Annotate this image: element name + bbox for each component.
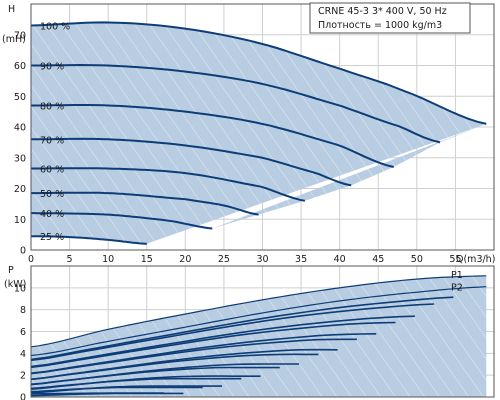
power-ytick-3: 6 [20,327,26,338]
power-operating-hatch [31,275,487,397]
power-ytick-1: 2 [20,371,26,382]
power-curve-p2 [30,286,487,357]
xtick-8: 40 [334,254,346,265]
head-curve-label-5: 50 % [40,189,64,200]
xtick-11: 55 [449,254,461,265]
power-band [31,275,487,397]
head-curve-label-1: 90 % [40,62,64,73]
power-y-axis-unit: (kW) [4,279,26,290]
xtick-7: 35 [295,254,307,265]
power-speed-curve-6 [30,375,261,390]
head-curve-label-4: 60 % [40,165,64,176]
head-envelope [31,22,487,244]
head-curve-6 [31,212,213,230]
head-ytick-0: 0 [20,246,26,257]
xtick-4: 20 [179,254,191,265]
power-curves [30,275,487,397]
power-speed-curve-4 [30,385,222,394]
power-ytick-2: 4 [20,349,26,360]
power-frame [30,265,495,398]
power-speed-curve-14 [30,315,415,368]
p1-label: P1 [451,270,463,281]
xtick-2: 10 [102,254,114,265]
head-curve-label-0: 100 % [40,22,70,33]
head-ytick-1: 10 [14,215,26,226]
head-curve-label-3: 70 % [40,135,64,146]
head-chart: 100 % 90 % 80 % 70 % 60 % 50 % 40 % 25 % 0 10 20 3… [2,2,495,265]
power-speed-curve-15 [30,303,435,362]
head-operating-hatch [31,22,487,244]
xtick-3: 15 [141,254,153,265]
power-ytick-4: 8 [20,305,26,316]
xtick-9: 45 [372,254,384,265]
head-curve-4 [31,167,306,202]
head-ytick-4: 40 [14,123,26,134]
head-y-axis-label: H [8,4,15,15]
power-chart: 0 2 4 6 8 10 P (kW) P1 P2 [4,265,495,400]
head-curve-1 [31,63,441,144]
power-ytick-0: 0 [20,393,26,400]
head-ytick-7: 70 [14,30,26,41]
xtick-1: 5 [67,254,73,265]
power-ytick-5: 10 [14,283,26,294]
power-y-tick-labels: 0 2 4 6 8 10 [14,283,26,400]
head-ytick-5: 50 [14,92,26,103]
power-speed-curve-2 [30,392,184,397]
head-curve-labels: 100 % 90 % 80 % 70 % 60 % 50 % 40 % 25 % [40,22,70,244]
head-curve-label-7: 25 % [40,232,64,243]
power-speed-curve-13 [30,321,396,369]
head-curve-label-2: 80 % [40,102,64,113]
density-text: Плотность = 1000 kg/m3 [318,20,442,31]
power-speed-curve-10 [30,348,338,381]
power-speed-curve-12 [30,333,377,374]
head-ytick-3: 30 [14,153,26,164]
x-axis-label: Q(m3/h) [456,254,495,265]
power-curve-p1 [30,275,487,348]
power-speed-curve-16 [30,296,454,361]
head-curve-5 [31,191,259,216]
xtick-10: 50 [411,254,423,265]
pump-model-text: CRNE 45-3 3* 400 V, 50 Hz [318,6,447,17]
head-curve-2 [31,104,394,168]
head-ytick-6: 60 [14,61,26,72]
p2-label: P2 [451,283,463,294]
xtick-5: 25 [218,254,230,265]
head-curve-label-6: 40 % [40,209,64,220]
head-ytick-2: 20 [14,184,26,195]
head-curve-7 [31,235,147,245]
x-tick-labels: 0 5 10 15 20 25 30 35 40 45 50 55 [28,254,461,265]
power-y-axis-label: P [8,265,14,276]
pump-info-box: CRNE 45-3 3* 400 V, 50 Hz Плотность = 10… [309,2,471,34]
head-curve-3 [31,137,352,187]
head-frame [30,3,495,251]
head-y-axis-unit: (mH) [2,34,26,45]
head-y-tick-labels: 0 10 20 30 40 50 60 70 [14,30,26,256]
xtick-6: 30 [256,254,268,265]
head-curve-0 [30,21,487,125]
xtick-0: 0 [28,254,34,265]
head-curves [30,21,487,245]
power-speed-curve-8 [30,363,300,386]
